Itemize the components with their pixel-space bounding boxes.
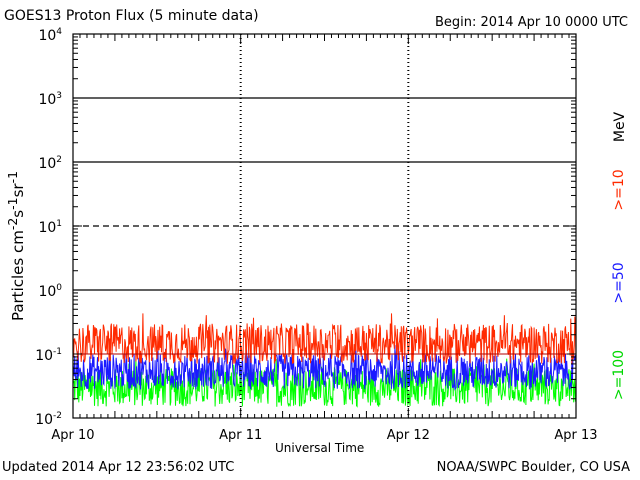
legend-ge50: >=50 [611, 262, 627, 304]
begin-time: Begin: 2014 Apr 10 0000 UTC [434, 15, 628, 30]
y-tick-label: 10-1 [35, 347, 62, 364]
y-tick-label: 103 [38, 91, 62, 108]
y-tick-label: 104 [38, 27, 62, 44]
legend-ge100: >=100 [611, 349, 627, 401]
y-tick-labels: 10-2 10-1 100 101 102 103 104 [35, 27, 62, 428]
unit-label-mev: MeV [612, 111, 628, 143]
x-tick-label: Apr 11 [219, 428, 262, 443]
series-line-0 [72, 313, 577, 364]
y-tick-label: 102 [38, 155, 62, 172]
y-tick-label: 10-2 [35, 411, 62, 428]
x-tick-label: Apr 10 [51, 428, 94, 443]
chart-title: GOES13 Proton Flux (5 minute data) [4, 8, 259, 24]
y-tick-label: 100 [38, 283, 62, 300]
x-tick-labels: Apr 10 Apr 11 Apr 12 Apr 13 [51, 428, 597, 443]
x-tick-label: Apr 13 [554, 428, 597, 443]
y-axis-label: Particles cm-2s-1sr-1 [5, 170, 27, 322]
ticks-layer [72, 33, 577, 419]
updated-timestamp: Updated 2014 Apr 12 23:56:02 UTC [2, 460, 235, 475]
grid-layer [73, 34, 576, 418]
x-tick-label: Apr 12 [387, 428, 430, 443]
series-layer [72, 313, 577, 408]
legend-ge10: >=10 [611, 169, 627, 211]
credit-label: NOAA/SWPC Boulder, CO USA [436, 460, 630, 475]
y-tick-label: 101 [38, 219, 62, 236]
x-axis-label: Universal Time [275, 441, 365, 455]
